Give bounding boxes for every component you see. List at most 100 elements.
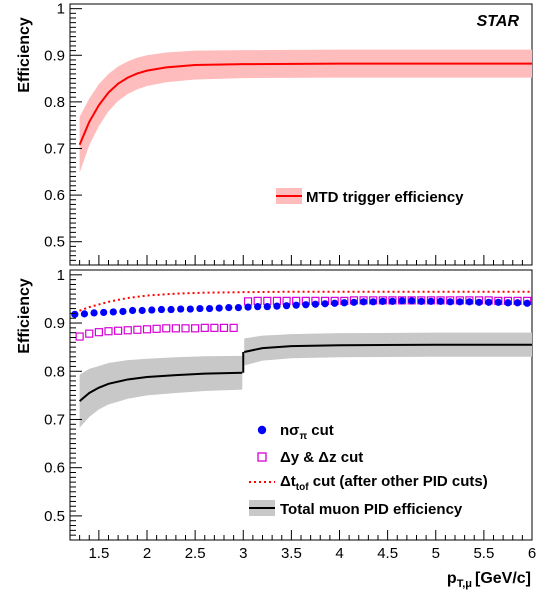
nsigma-point xyxy=(157,305,166,314)
dydz-point xyxy=(181,324,190,333)
bottom-y-axis-title: Efficiency xyxy=(16,278,33,354)
nsigma-point xyxy=(446,298,454,306)
total-muon-band xyxy=(79,332,532,428)
nsigma-point xyxy=(138,306,146,315)
dydz-point xyxy=(94,328,103,337)
top-panel: 0.5 0.6 0.7 0.8 0.9 1 Efficiency STAR MTD tri… xyxy=(16,1,533,266)
nsigma-point xyxy=(485,298,493,306)
nsigma-point xyxy=(369,298,377,306)
nsigma-point xyxy=(273,302,281,310)
legend-label-dydz: Δy & Δz cut xyxy=(280,449,363,466)
bottom-panel: 0.5 0.6 0.7 0.8 0.9 1 1.5 2 2.5 3 3.5 4 4.5 5 5.5 6 Ef… xyxy=(16,267,536,590)
nsigma-point xyxy=(186,305,194,313)
nsigma-point xyxy=(234,304,243,312)
bottom-xtick-label: 5.5 xyxy=(473,545,494,562)
top-ytick-label: 0.6 xyxy=(44,187,65,204)
top-y-axis: 0.5 0.6 0.7 0.8 0.9 1 xyxy=(44,1,82,261)
nsigma-point xyxy=(331,299,339,307)
dydz-point xyxy=(210,323,219,332)
bottom-ytick-label: 0.6 xyxy=(44,460,65,477)
nsigma-point xyxy=(408,297,416,305)
nsigma-point xyxy=(177,305,185,313)
top-ytick-label: 0.8 xyxy=(44,94,65,111)
dydz-point xyxy=(229,323,238,332)
bottom-xtick-label: 4.5 xyxy=(377,545,398,562)
nsigma-point xyxy=(282,302,291,310)
nsigma-point xyxy=(494,298,502,306)
nsigma-point xyxy=(379,297,387,305)
dttof-line xyxy=(74,290,532,314)
trigger-efficiency-curve xyxy=(78,62,532,146)
total-muon-line-high xyxy=(244,343,532,353)
total-muon-line-low xyxy=(78,371,243,402)
nsigma-point xyxy=(456,298,464,306)
nsigma-point xyxy=(100,308,108,317)
top-x-axis xyxy=(79,255,533,265)
trigger-efficiency-band xyxy=(79,49,532,173)
dydz-point xyxy=(191,324,200,333)
dydz-point xyxy=(85,329,94,338)
dydz-point xyxy=(142,325,152,334)
nsigma-point xyxy=(254,303,262,311)
nsigma-point xyxy=(167,305,175,314)
dydz-point xyxy=(152,324,161,333)
nsigma-point xyxy=(205,304,214,313)
nsigma-point xyxy=(90,309,98,317)
nsigma-point xyxy=(523,299,531,307)
trigger-band-area xyxy=(79,49,532,173)
bottom-xtick-label: 2.5 xyxy=(185,545,206,562)
total-band-low xyxy=(79,355,243,428)
bottom-xtick-label: 1.5 xyxy=(88,545,109,562)
dydz-point xyxy=(104,327,113,336)
nsigma-point xyxy=(398,297,406,305)
bottom-xtick-label: 6 xyxy=(528,545,536,562)
top-legend: MTD trigger efficiency xyxy=(276,188,464,206)
bottom-xtick-label: 3 xyxy=(239,545,247,562)
nsigma-point xyxy=(109,308,117,316)
star-label: STAR xyxy=(477,13,520,30)
nsigma-point xyxy=(244,303,252,311)
bottom-x-axis: 1.5 2 2.5 3 3.5 4 4.5 5 5.5 6 xyxy=(79,530,536,562)
legend-label-trigger: MTD trigger efficiency xyxy=(306,189,464,206)
legend-label-nsigma: nσπ cut xyxy=(280,422,334,442)
nsigma-point xyxy=(427,297,435,305)
nsigma-point xyxy=(359,298,368,306)
nsigma-point xyxy=(340,299,348,307)
bottom-legend: nσπ cut Δy & Δz cut Δttof cut (after oth… xyxy=(249,422,488,518)
bottom-series xyxy=(71,290,532,402)
dydz-point xyxy=(123,326,132,335)
top-ytick-label: 0.7 xyxy=(44,140,65,157)
top-ytick-label: 0.5 xyxy=(44,234,65,251)
bottom-ytick-label: 0.9 xyxy=(44,315,65,332)
bottom-xtick-label: 5 xyxy=(432,545,440,562)
bottom-xtick-label: 4 xyxy=(335,545,343,562)
legend-marker-dydz xyxy=(257,452,267,462)
nsigma-point xyxy=(417,297,425,305)
top-y-axis-title: Efficiency xyxy=(16,17,33,93)
trigger-efficiency-line xyxy=(78,62,532,146)
nsigma-point xyxy=(80,310,89,318)
bottom-xtick-label: 3.5 xyxy=(281,545,302,562)
dydz-point xyxy=(75,332,84,341)
dydz-point xyxy=(219,323,229,332)
bottom-ytick-label: 1 xyxy=(57,267,65,284)
dydz-point xyxy=(162,324,171,333)
nsigma-point xyxy=(321,300,329,308)
nsigma-point xyxy=(311,300,320,308)
dydz-point xyxy=(200,323,209,332)
legend-label-dttof: Δttof cut (after other PID cuts) xyxy=(280,473,488,493)
nsigma-point xyxy=(128,306,137,315)
nsigma-point xyxy=(513,299,522,307)
dydz-point xyxy=(171,324,180,333)
nsigma-point xyxy=(119,307,127,316)
top-ytick-label: 1 xyxy=(57,1,65,18)
dydz-point xyxy=(133,325,142,334)
x-axis-title: pT,μ [GeV/c] xyxy=(447,570,531,590)
bottom-y-axis: 0.5 0.6 0.7 0.8 0.9 1 xyxy=(44,267,82,536)
nsigma-point xyxy=(225,304,233,312)
nsigma-point xyxy=(350,298,358,306)
legend-marker-nsigma xyxy=(257,425,267,435)
nsigma-point xyxy=(436,297,445,305)
nsigma-point xyxy=(263,303,271,311)
